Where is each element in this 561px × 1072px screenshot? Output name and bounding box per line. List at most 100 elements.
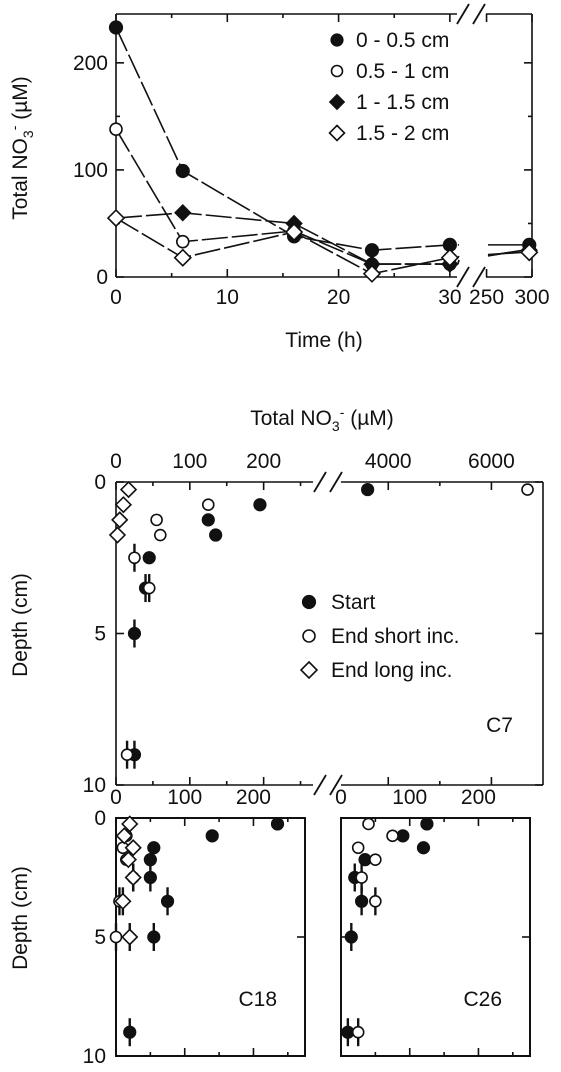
c18-point-s2 <box>119 851 138 869</box>
p1-xtick-label: 300 <box>514 286 549 309</box>
c7-legend-marker-1 <box>302 629 316 643</box>
c7-xtick-label: 100 <box>172 450 207 473</box>
panel-frames <box>115 3 544 1057</box>
c26-point-s0 <box>420 817 434 831</box>
c18-point-s2 <box>114 892 132 910</box>
c7-point-s1 <box>201 498 215 512</box>
c18-point-s0 <box>143 870 157 885</box>
p1-ytick-label: 0 <box>96 266 108 289</box>
p1-xtick-label: 0 <box>110 286 122 309</box>
series-lines <box>115 27 524 275</box>
c26-point-s1 <box>351 841 365 855</box>
c7-point-s1 <box>153 528 167 542</box>
c7-point-s1 <box>150 513 163 527</box>
c18-point-s2 <box>115 827 133 845</box>
c7-legend-marker-2 <box>299 660 319 680</box>
c7-break-bottom-a <box>313 774 327 796</box>
p1-point-s2 <box>174 204 192 222</box>
c18-frame <box>115 817 306 1057</box>
c26-point-s0 <box>355 894 369 908</box>
data-markers <box>106 20 539 1047</box>
p1-legend-label-0: 0 - 0.5 cm <box>356 29 449 52</box>
p1-point-s0 <box>108 20 124 35</box>
c7-ytick-label: 10 <box>83 774 106 797</box>
c26-point-s0 <box>416 841 431 855</box>
p1-xtick-label: 10 <box>216 286 239 309</box>
c18-xtick-label: 0 <box>110 786 122 809</box>
c7-point-s0 <box>253 498 267 512</box>
c18-point-s1 <box>109 930 123 944</box>
p1-break-bottom-a <box>456 266 470 288</box>
c18-point-s0 <box>147 841 161 855</box>
c7-xtick-label: 4000 <box>365 450 412 473</box>
c26-point-s1 <box>369 894 382 908</box>
c7-ytick-label: 5 <box>94 623 106 646</box>
c7-point-s0 <box>361 482 375 497</box>
c7-legend-marker-0 <box>301 594 317 610</box>
c18-xtick-label: 200 <box>236 786 271 809</box>
c7-legend-label-2: End long inc. <box>331 659 452 682</box>
c18-xtick-label: 100 <box>167 786 202 809</box>
p1-break-bottom-b <box>472 266 486 288</box>
c18-ytick-label: 10 <box>83 1045 106 1068</box>
c26-point-s1 <box>369 853 382 866</box>
p1-legend-label-2: 1 - 1.5 cm <box>356 91 449 114</box>
c18-point-s2 <box>121 815 139 833</box>
c7-point-s2 <box>119 480 138 499</box>
p1-point-s1 <box>175 234 190 249</box>
c18-point-s0 <box>160 894 175 908</box>
c26-panel-label: C26 <box>463 988 502 1011</box>
c26-point-s0 <box>344 930 358 944</box>
c26-xtick-label: 200 <box>461 786 496 809</box>
p1-break-top-b <box>472 3 486 25</box>
c7-break-top-a <box>313 471 327 493</box>
p1-x-axis-title: Time (h) <box>285 329 362 352</box>
c7-point-s0 <box>201 513 215 527</box>
c7-xtick-label: 200 <box>246 450 281 473</box>
p1-point-s3 <box>284 222 304 242</box>
c26-point-s1 <box>351 1025 365 1039</box>
p1-point-s3 <box>106 208 126 228</box>
c18-point-s0 <box>147 930 161 944</box>
c7-point-s1 <box>128 551 141 565</box>
c7-point-s1 <box>142 581 156 595</box>
p1-legend-marker-2 <box>328 93 346 111</box>
p1-legend-marker-1 <box>330 64 344 78</box>
p1-point-s3 <box>173 248 192 267</box>
c7-point-s0 <box>127 626 142 641</box>
c18-point-s0 <box>205 829 219 843</box>
c26-xtick-label: 100 <box>392 786 427 809</box>
p1-point-s3 <box>440 248 460 267</box>
c26-point-s1 <box>362 817 375 831</box>
c7-point-s2 <box>114 496 133 514</box>
c26-point-s1 <box>386 829 399 843</box>
p1-series-line-3 <box>115 217 451 275</box>
c7-point-s1 <box>521 483 534 496</box>
p1-y-axis-title: Total NO3- (µM) <box>6 76 36 220</box>
p1-point-s3 <box>362 264 382 283</box>
c18-point-s0 <box>123 1025 137 1039</box>
p1-series-line-2 <box>115 211 450 265</box>
p1-legend-marker-0 <box>330 33 344 47</box>
p1-xtick-label: 20 <box>327 286 350 309</box>
p1-legend-label-1: 0.5 - 1 cm <box>356 60 449 83</box>
p1-series-tail-a-2 <box>457 259 460 265</box>
p1-series-line-1 <box>115 128 450 265</box>
c7-point-s1 <box>120 748 134 762</box>
c7-xtick-label: 6000 <box>468 450 515 473</box>
c18-point-s0 <box>270 817 285 831</box>
p1-xtick-label: 30 <box>438 286 461 309</box>
p1-point-s1 <box>109 122 123 137</box>
c18-point-s2 <box>121 928 139 946</box>
p1-point-s0 <box>175 163 190 179</box>
c18-y-axis-title: Depth (cm) <box>9 866 32 970</box>
c7-break-bottom-b <box>329 774 343 796</box>
p1-xtick-label: 250 <box>469 286 504 309</box>
c7-panel-label: C7 <box>486 714 513 737</box>
c7-point-s2 <box>111 511 129 529</box>
c7-point-s0 <box>142 551 156 565</box>
c18-ytick-label: 0 <box>94 807 106 830</box>
p1-point-s3 <box>520 243 539 262</box>
